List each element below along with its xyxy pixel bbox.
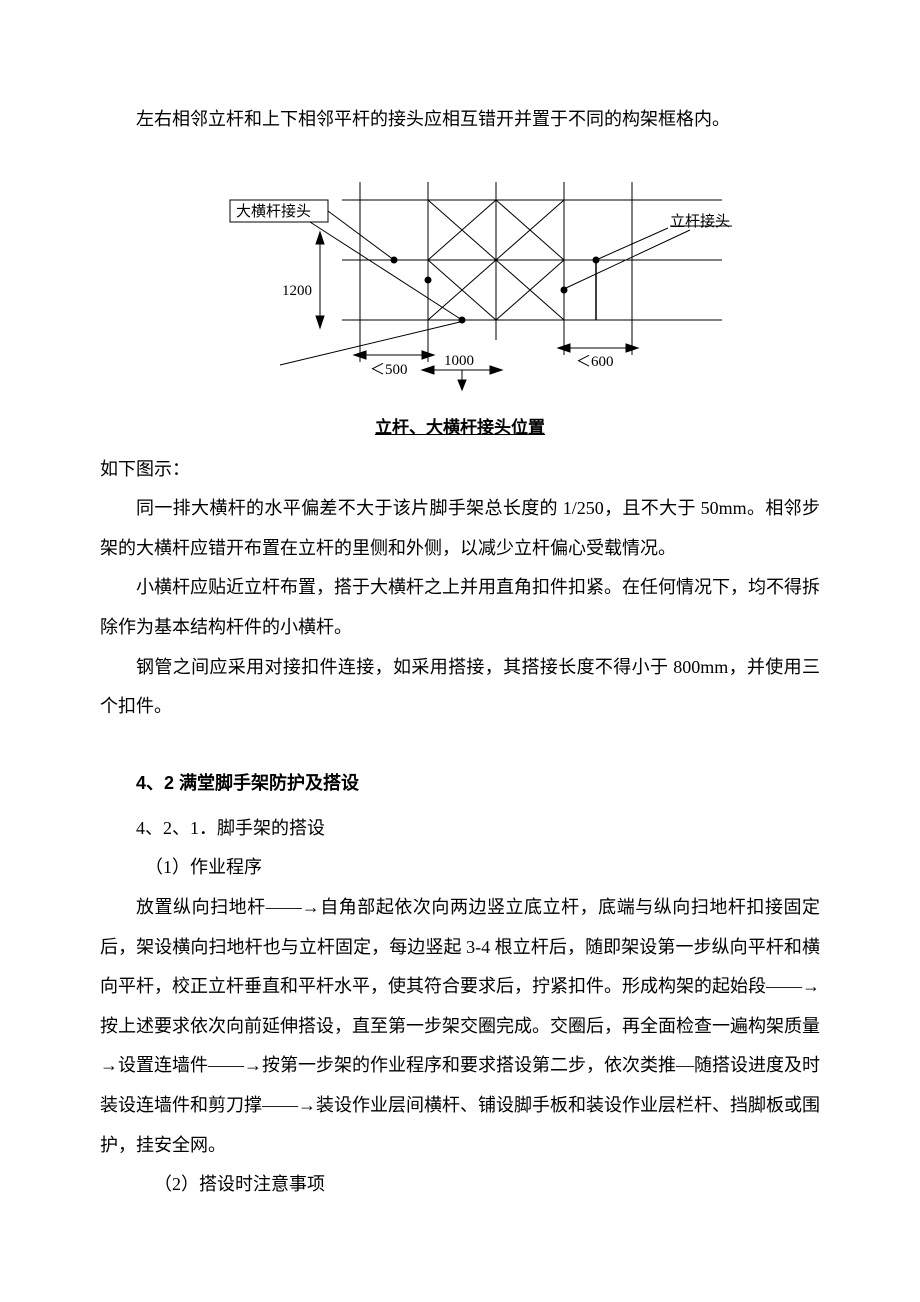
paragraph-proc-label: （1）作业程序 (100, 848, 820, 888)
dim-1200: 1200 (282, 283, 312, 299)
paragraph-4-2-1: 4、2、1．脚手架的搭设 (100, 809, 820, 849)
paragraph-a: 同一排大横杆的水平偏差不大于该片脚手架总长度的 1/250，且不大于 50mm。… (100, 489, 820, 568)
paragraph-notice-label: （2）搭设时注意事项 (100, 1165, 820, 1205)
dim-lt600: ＜600 (576, 354, 614, 370)
paragraph-b: 小横杆应贴近立杆布置，搭于大横杆之上并用直角扣件扣紧。在任何情况下，均不得拆除作… (100, 568, 820, 647)
heading-4-2: 4、2 满堂脚手架防护及搭设 (100, 769, 820, 795)
label-left-crossbar-joint: 大横杆接头 (236, 203, 311, 220)
paragraph-proc-body: 放置纵向扫地杆——→自角部起依次向两边竖立底立杆，底端与纵向扫地杆扣接固定后，架… (100, 888, 820, 1165)
paragraph-top: 左右相邻立杆和上下相邻平杆的接头应相互错开并置于不同的构架框格内。 (100, 100, 820, 140)
spacer (100, 727, 820, 741)
dim-lt500: ＜500 (370, 362, 408, 378)
scaffold-joint-diagram: 大横杆接头 立杆接头 1200 (160, 170, 760, 400)
dim-1000: 1000 (444, 353, 474, 369)
document-page: 左右相邻立杆和上下相邻平杆的接头应相互错开并置于不同的构架框格内。 (0, 0, 920, 1302)
diagram-container: 大横杆接头 立杆接头 1200 (100, 170, 820, 438)
diagram-caption: 立杆、大横杆接头位置 (100, 413, 820, 438)
paragraph-intro: 如下图示： (100, 450, 820, 490)
paragraph-c: 钢管之间应采用对接扣件连接，如采用搭接，其搭接长度不得小于 800mm，并使用三… (100, 648, 820, 727)
label-right-post-joint: 立杆接头 (670, 213, 730, 230)
